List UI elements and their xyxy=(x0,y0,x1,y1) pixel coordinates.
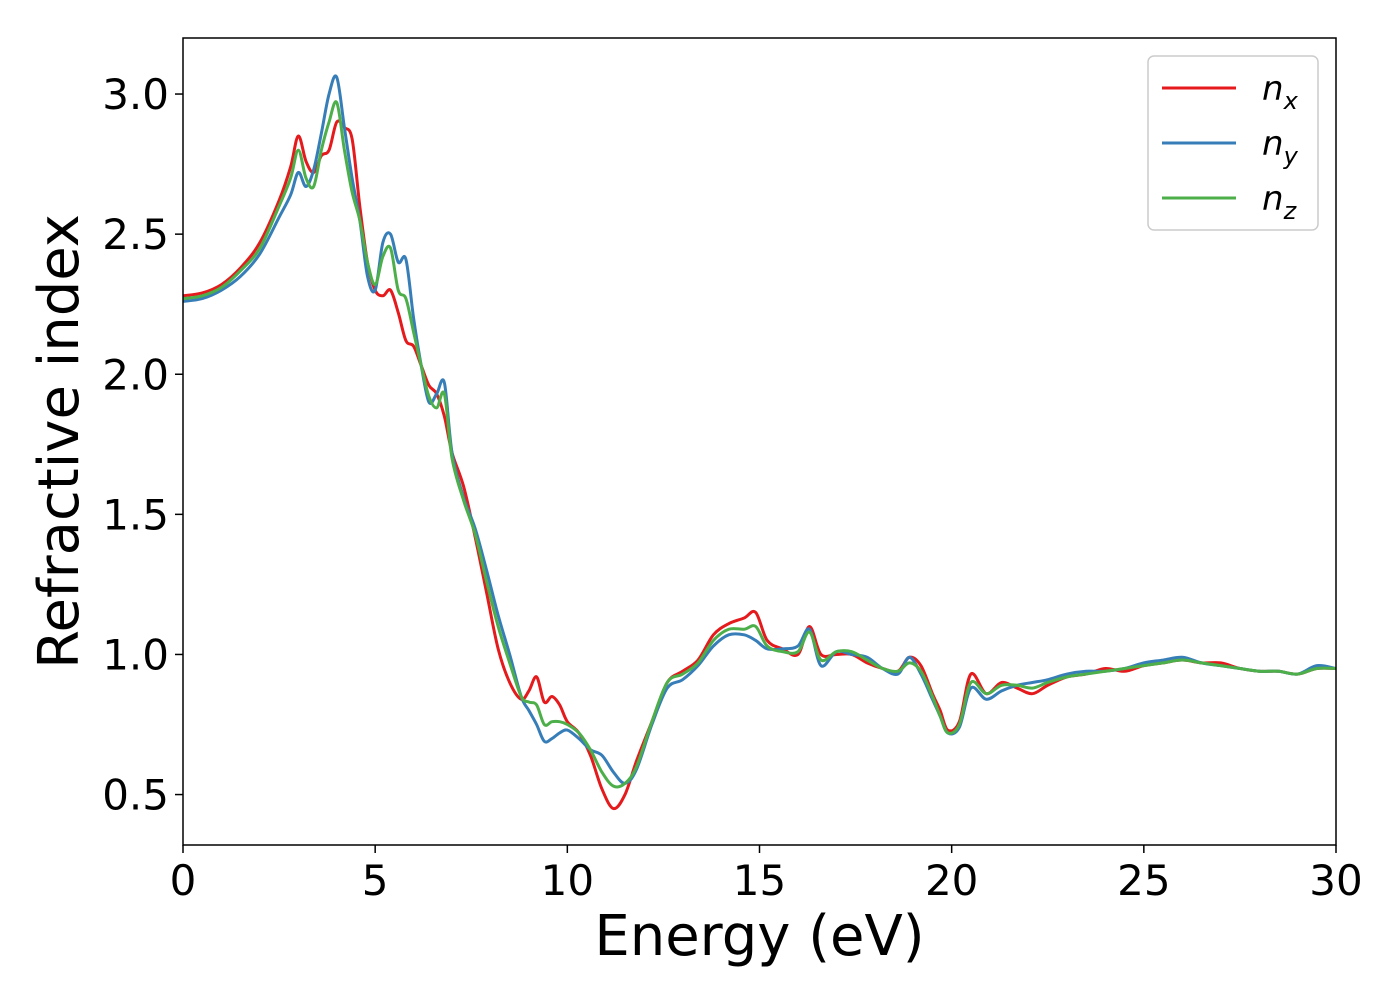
legend-label-subscript: y xyxy=(1283,142,1299,170)
legend-label-base: n xyxy=(1262,179,1284,219)
series-line-nz xyxy=(183,100,1336,789)
y-tick-label: 3.0 xyxy=(102,70,169,119)
x-axis: 0 5 10 15 20 25 30 xyxy=(170,845,1363,905)
x-axis-title: Energy (eV) xyxy=(594,904,924,969)
y-axis-title: Refractive index xyxy=(27,214,92,669)
y-tick-label: 2.5 xyxy=(102,210,169,259)
legend-label-nz: nz xyxy=(1262,179,1298,225)
legend-label-nx: nx xyxy=(1262,69,1299,115)
y-tick-label: 1.0 xyxy=(102,630,169,679)
y-tick-label: 2.0 xyxy=(102,350,169,399)
y-axis: 0.5 1.0 1.5 2.0 2.5 3.0 xyxy=(102,70,183,820)
legend-label-subscript: x xyxy=(1283,87,1299,115)
x-tick-label: 15 xyxy=(733,856,786,905)
x-tick-label: 20 xyxy=(925,856,978,905)
x-tick-label: 25 xyxy=(1117,856,1170,905)
legend-label-ny: ny xyxy=(1262,124,1299,170)
legend-label-base: n xyxy=(1262,124,1284,164)
x-tick-label: 5 xyxy=(362,856,389,905)
x-tick-label: 30 xyxy=(1309,856,1362,905)
series-line-nx xyxy=(183,119,1336,811)
legend-label-subscript: z xyxy=(1283,197,1298,225)
series-layer xyxy=(183,74,1336,811)
y-tick-label: 1.5 xyxy=(102,490,169,539)
x-tick-label: 10 xyxy=(541,856,594,905)
y-tick-label: 0.5 xyxy=(102,771,169,820)
x-tick-label: 0 xyxy=(170,856,197,905)
legend-label-base: n xyxy=(1262,69,1284,109)
